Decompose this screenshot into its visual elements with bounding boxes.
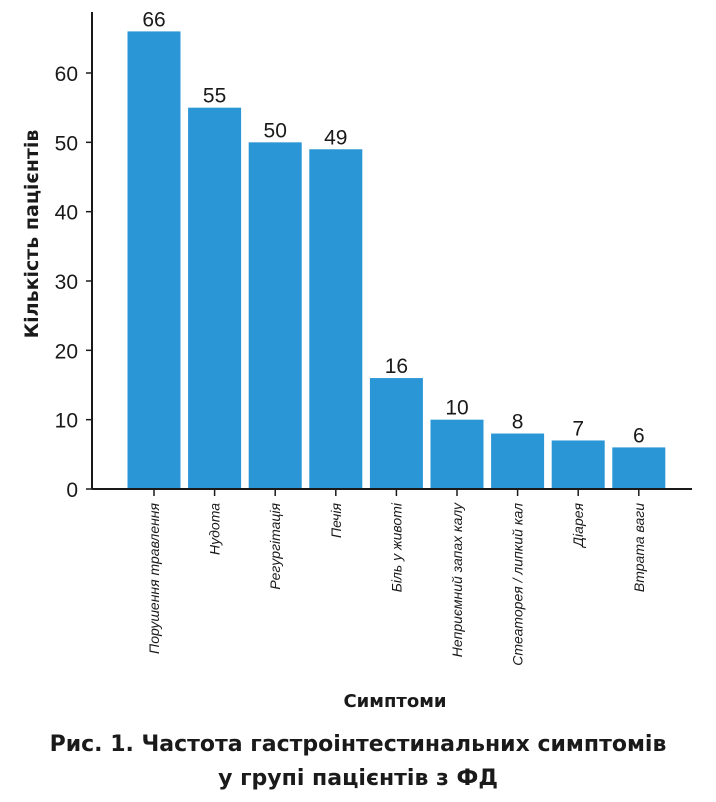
bars-group bbox=[127, 31, 666, 490]
bar-value-label: 10 bbox=[445, 397, 468, 420]
bar bbox=[430, 419, 484, 489]
bar bbox=[491, 433, 545, 489]
bar-value-label: 66 bbox=[142, 8, 165, 31]
x-axis-title: Симптоми bbox=[343, 691, 446, 712]
y-axis-title: Кількість пацієнтів bbox=[21, 130, 43, 339]
x-tick-label: Біль у животі bbox=[388, 502, 404, 592]
y-tick-label: 0 bbox=[66, 479, 78, 502]
bar bbox=[188, 107, 242, 490]
bar-value-label: 6 bbox=[633, 424, 645, 447]
x-tick-label: Діарея bbox=[570, 502, 586, 548]
bar-value-label: 49 bbox=[324, 126, 347, 149]
bar bbox=[248, 142, 302, 490]
bar bbox=[612, 447, 666, 489]
y-tick-label: 30 bbox=[55, 271, 78, 294]
y-tick-label: 20 bbox=[55, 340, 78, 363]
bar-value-label: 16 bbox=[385, 355, 408, 378]
x-tick-label: Нудота bbox=[207, 503, 223, 555]
value-labels-group: 66 55 50 49 16 10 8 7 6 bbox=[142, 8, 644, 447]
y-tick-label: 50 bbox=[55, 132, 78, 155]
bar bbox=[369, 378, 423, 489]
bar bbox=[127, 31, 181, 490]
bar bbox=[551, 440, 605, 489]
x-tick-label: Неприємний запах калу bbox=[449, 502, 465, 657]
x-tick-label: Порушення травлення bbox=[146, 502, 162, 653]
y-ticks-group: 0 10 20 30 40 50 60 bbox=[55, 63, 92, 502]
bar-chart: 66 55 50 49 16 10 8 7 6 Порушення травлення Нудот… bbox=[21, 8, 692, 712]
y-tick-label: 60 bbox=[55, 63, 78, 86]
x-tick-label: Втрата ваги bbox=[631, 503, 647, 592]
caption-line-1: Рис. 1. Частота гастроінтестинальних сим… bbox=[49, 732, 667, 757]
bar bbox=[309, 149, 363, 489]
y-tick-label: 40 bbox=[55, 202, 78, 225]
y-tick-label: 10 bbox=[55, 410, 78, 433]
x-ticks-group: Порушення травлення Нудота Регургітація Печ… bbox=[146, 489, 647, 666]
bar-value-label: 8 bbox=[512, 411, 524, 434]
bar-value-label: 50 bbox=[264, 119, 287, 142]
bar-value-label: 55 bbox=[203, 85, 226, 108]
x-tick-label: Печія bbox=[328, 502, 344, 538]
figure-caption: Рис. 1. Частота гастроінтестинальних сим… bbox=[0, 728, 716, 796]
caption-line-2: у групі пацієнтів з ФД bbox=[218, 766, 498, 791]
bar-value-label: 7 bbox=[572, 417, 584, 440]
x-tick-label: Регургітація bbox=[267, 502, 283, 589]
x-tick-label: Стеаторея / липкий кал bbox=[510, 503, 526, 666]
